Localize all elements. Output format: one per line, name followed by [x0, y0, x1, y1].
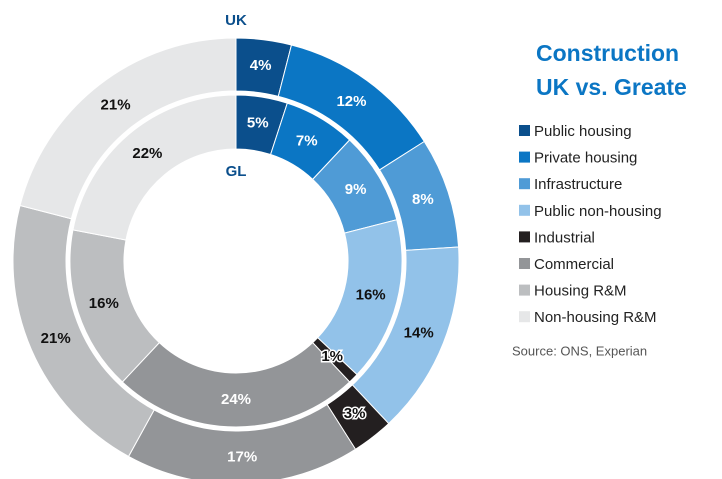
ring-divider: [67, 92, 405, 430]
legend-label: Non-housing R&M: [534, 309, 657, 326]
segment: [19, 37, 237, 220]
series-label: UK: [225, 12, 247, 29]
legend-label: Commercial: [534, 256, 614, 273]
data-label: 21%: [101, 97, 131, 114]
chart-title: Construction: [536, 40, 679, 66]
legend-label: Industrial: [534, 229, 595, 246]
legend-swatch: [519, 151, 530, 163]
legend-swatch: [519, 231, 530, 243]
segment: [72, 94, 237, 241]
legend-label: Private housing: [534, 150, 637, 167]
data-label: 4%: [250, 57, 272, 74]
data-label: 1%: [321, 348, 343, 365]
legend-label: Public housing: [534, 123, 632, 140]
data-label: 21%: [41, 330, 71, 347]
chart-title: UK vs. Greate: [536, 74, 687, 100]
data-label: 9%: [345, 181, 367, 198]
legend-swatch: [519, 311, 530, 323]
data-label: 22%: [132, 145, 162, 162]
legend-swatch: [519, 284, 530, 296]
data-label: 12%: [336, 93, 366, 110]
data-label: 7%: [296, 132, 318, 149]
series-label: GL: [226, 163, 247, 180]
legend-label: Public non-housing: [534, 203, 662, 220]
data-label: 16%: [356, 287, 386, 304]
data-label: 14%: [404, 324, 434, 341]
data-label: 8%: [412, 191, 434, 208]
data-label: 3%: [344, 405, 366, 422]
source: Source: ONS, Experian: [512, 343, 647, 358]
legend-label: Housing R&M: [534, 283, 627, 300]
data-label: 24%: [221, 391, 251, 408]
data-label: 5%: [247, 115, 269, 132]
legend-swatch: [519, 204, 530, 216]
data-label: 16%: [89, 295, 119, 312]
legend-swatch: [519, 178, 530, 190]
legend-label: Infrastructure: [534, 176, 622, 193]
legend-swatch: [519, 125, 530, 136]
legend-swatch: [519, 258, 530, 269]
data-label: 17%: [227, 448, 257, 465]
